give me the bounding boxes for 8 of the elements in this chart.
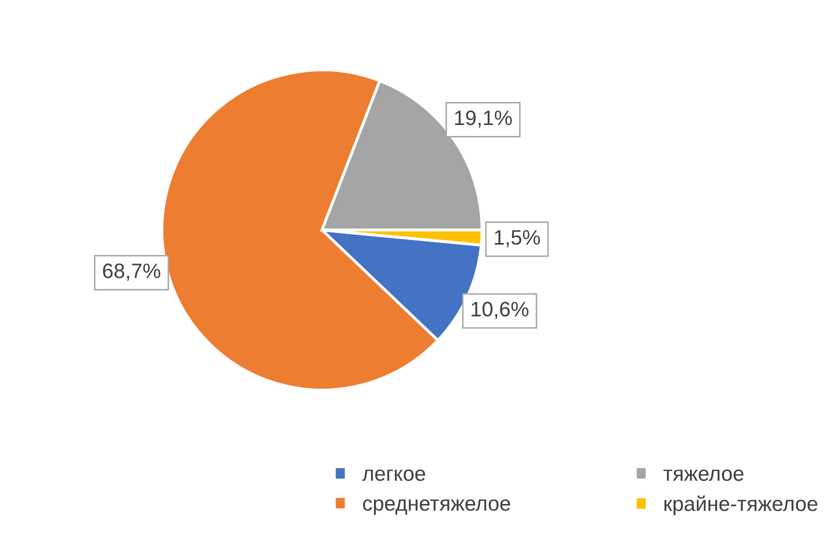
legend-label: среднетяжелое (363, 499, 510, 515)
legend-label: легкое (362, 470, 426, 481)
data-label: 68,7% (103, 263, 160, 281)
data-label: 1,5% (494, 230, 540, 248)
data-label: 19,1% (455, 110, 512, 128)
legend-label: крайне-тяжелое (664, 495, 818, 516)
legend-label: тяжелое (663, 470, 744, 481)
data-label: 10,6% (472, 302, 528, 319)
